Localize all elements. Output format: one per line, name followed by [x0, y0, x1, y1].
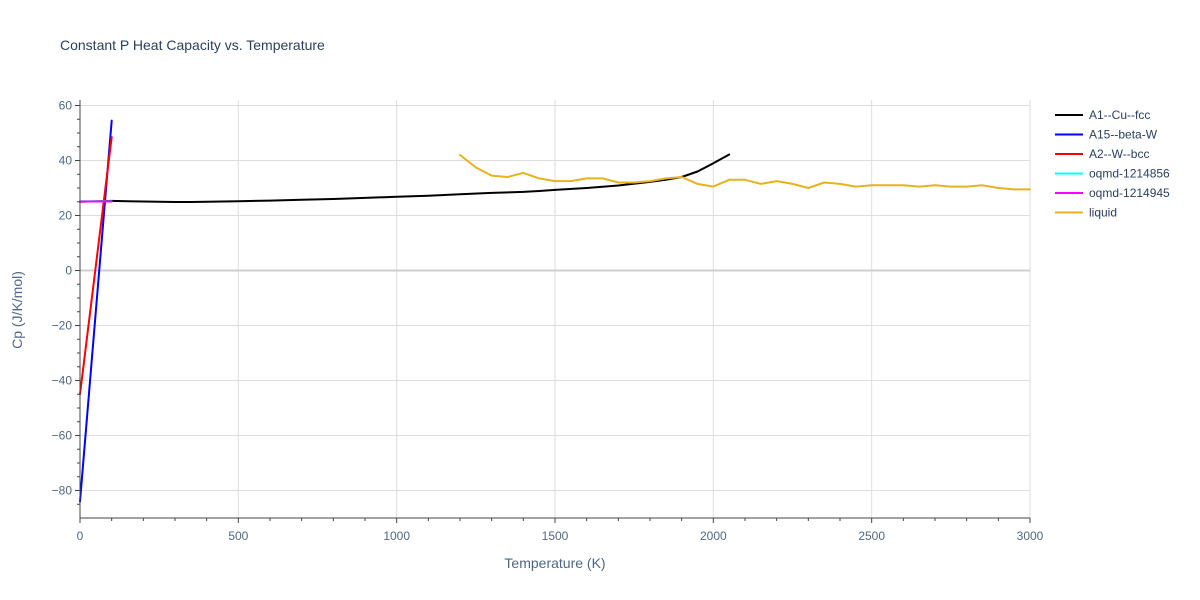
legend[interactable]: A1--Cu--fcc A15--beta-W A2--W--bcc oqmd-121…: [1055, 108, 1170, 220]
series-line-a1-cu-fcc: [79, 153, 731, 203]
axis-layer: 0 500 1000 1500 2000 2500 3000 −80 −60 −40 −20 0 20 4…: [52, 99, 1044, 544]
x-tick-label: 1500: [542, 529, 569, 543]
y-axis-title: Cp (J/K/mol): [9, 271, 25, 349]
y-tick-label: 20: [59, 209, 73, 223]
y-tick-label: 60: [59, 99, 73, 113]
legend-item[interactable]: A1--Cu--fcc: [1055, 108, 1150, 122]
legend-label: A1--Cu--fcc: [1089, 108, 1150, 122]
x-tick-label: 0: [77, 529, 84, 543]
y-tick-label: −80: [52, 484, 73, 498]
chart-title: Constant P Heat Capacity vs. Temperature: [60, 37, 325, 53]
series-line-liquid: [459, 154, 1031, 191]
legend-item[interactable]: A2--W--bcc: [1055, 147, 1149, 161]
y-tick-label: −60: [52, 429, 73, 443]
plot-area: 0 500 1000 1500 2000 2500 3000 −80 −60 −40 −20 0 20 4…: [52, 99, 1044, 544]
legend-item[interactable]: oqmd-1214945: [1055, 186, 1170, 200]
x-tick-label: 2000: [700, 529, 727, 543]
legend-label: A15--beta-W: [1089, 128, 1158, 142]
legend-label: oqmd-1214856: [1089, 167, 1170, 181]
y-tick-label: 0: [65, 264, 72, 278]
x-axis-title: Temperature (K): [504, 555, 605, 571]
x-tick-label: 500: [228, 529, 248, 543]
legend-label: oqmd-1214945: [1089, 186, 1170, 200]
legend-item[interactable]: liquid: [1055, 206, 1117, 220]
y-tick-label: −40: [52, 374, 73, 388]
series-line-a2-w-bcc: [79, 136, 113, 396]
y-tick-label: −20: [52, 319, 73, 333]
x-tick-label: 2500: [858, 529, 885, 543]
legend-item[interactable]: A15--beta-W: [1055, 128, 1158, 142]
legend-label: liquid: [1089, 206, 1117, 220]
legend-label: A2--W--bcc: [1089, 147, 1149, 161]
series-layer: [79, 119, 1031, 503]
legend-item[interactable]: oqmd-1214856: [1055, 167, 1170, 181]
x-tick-label: 3000: [1017, 529, 1044, 543]
y-tick-label: 40: [59, 154, 73, 168]
grid-layer: [80, 100, 1031, 518]
x-tick-label: 1000: [383, 529, 410, 543]
